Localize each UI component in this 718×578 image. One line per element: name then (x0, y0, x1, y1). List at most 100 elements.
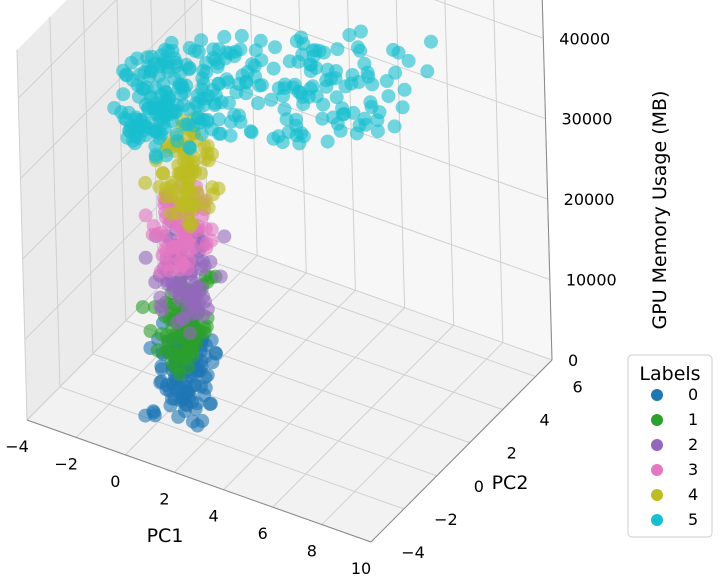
data-point (148, 275, 163, 289)
data-point (397, 82, 412, 97)
data-point (164, 354, 179, 369)
data-point (127, 136, 142, 151)
data-point (199, 236, 214, 251)
x-tick-label: 8 (307, 542, 317, 561)
x-gridline-back (493, 0, 504, 343)
z-tick-label: 30000 (561, 110, 612, 129)
data-point (169, 183, 184, 198)
data-point (420, 64, 435, 79)
data-point (211, 112, 226, 127)
data-point (179, 183, 194, 198)
z-tick-label: 20000 (564, 190, 615, 209)
data-point (185, 164, 200, 179)
data-point (170, 134, 185, 148)
data-point (203, 396, 218, 411)
x-tick-label: 0 (110, 472, 120, 491)
z-tick-label: 0 (568, 351, 578, 370)
data-point (138, 119, 152, 133)
legend-label: 5 (688, 510, 698, 529)
data-point (329, 90, 344, 105)
data-point (195, 91, 210, 106)
legend-title: Labels (639, 363, 700, 385)
data-point (172, 288, 187, 303)
x-gridline-floor (272, 324, 455, 508)
data-point (206, 50, 221, 65)
y-tick-label: 0 (474, 477, 484, 496)
y-tick-label: 2 (507, 444, 517, 463)
z-tick-label: 10000 (566, 271, 617, 290)
data-point (165, 104, 180, 118)
z-gridline-back (433, 0, 544, 39)
data-point (189, 199, 204, 214)
y-tick-label: −2 (434, 510, 458, 529)
data-point (401, 53, 416, 68)
data-point (190, 396, 205, 411)
x-gridline-floor (174, 289, 356, 473)
data-point (264, 92, 279, 107)
data-point (194, 281, 209, 296)
data-point (152, 179, 167, 194)
x-gridline-back (444, 0, 455, 326)
data-point (223, 114, 238, 129)
data-point (194, 127, 209, 142)
legend-box (627, 354, 713, 538)
data-point (245, 57, 260, 72)
data-point (289, 34, 304, 49)
data-point (214, 95, 229, 110)
data-point (151, 227, 166, 241)
data-point (296, 97, 311, 112)
data-point (201, 200, 216, 215)
data-point (180, 385, 195, 400)
data-point (266, 61, 281, 76)
data-point (146, 404, 161, 419)
data-point (154, 127, 169, 142)
data-point (335, 107, 350, 122)
data-point (329, 64, 343, 78)
y-tick-label: 6 (572, 378, 582, 397)
data-point (200, 368, 215, 383)
data-point (213, 126, 228, 141)
x-axis-line (26, 419, 372, 543)
data-point (117, 111, 132, 126)
data-point (370, 124, 385, 139)
data-point (365, 77, 380, 92)
y-gridline-floor (92, 353, 437, 477)
data-point (183, 345, 198, 359)
data-point (191, 44, 206, 59)
y-tick-labels: −4 −2 0 2 4 6 (401, 378, 582, 562)
y-tick-label: −4 (401, 543, 425, 562)
data-point (294, 126, 309, 140)
legend-entries: 0 1 2 3 4 5 (651, 385, 698, 529)
legend-marker (651, 464, 663, 476)
z-axis-line (541, 0, 553, 361)
data-point (161, 89, 176, 104)
data-point (138, 250, 153, 265)
y-tick-label: 4 (540, 411, 550, 430)
y-axis-line (370, 359, 553, 543)
data-point (161, 64, 175, 79)
data-point (379, 74, 394, 88)
data-point (201, 153, 216, 168)
x-tick-label: 10 (351, 559, 371, 574)
z-tick-label: 40000 (559, 29, 610, 48)
legend-marker (651, 439, 663, 451)
data-point (194, 33, 209, 48)
x-tick-label: 2 (159, 489, 169, 508)
data-point (357, 111, 372, 126)
data-points (107, 24, 438, 433)
data-point (229, 85, 244, 100)
data-point (135, 81, 150, 96)
data-point (387, 119, 402, 134)
legend-label: 4 (688, 485, 698, 504)
data-point (282, 54, 297, 69)
data-point (315, 111, 330, 126)
series-5 (107, 24, 438, 165)
legend: Labels 0 1 2 3 4 5 (627, 354, 713, 538)
data-point (350, 40, 365, 55)
legend-label: 0 (688, 385, 698, 404)
data-point (158, 257, 173, 272)
data-point (395, 100, 410, 115)
data-point (346, 105, 361, 120)
y-gridline-floor (191, 254, 536, 378)
data-point (170, 332, 185, 347)
